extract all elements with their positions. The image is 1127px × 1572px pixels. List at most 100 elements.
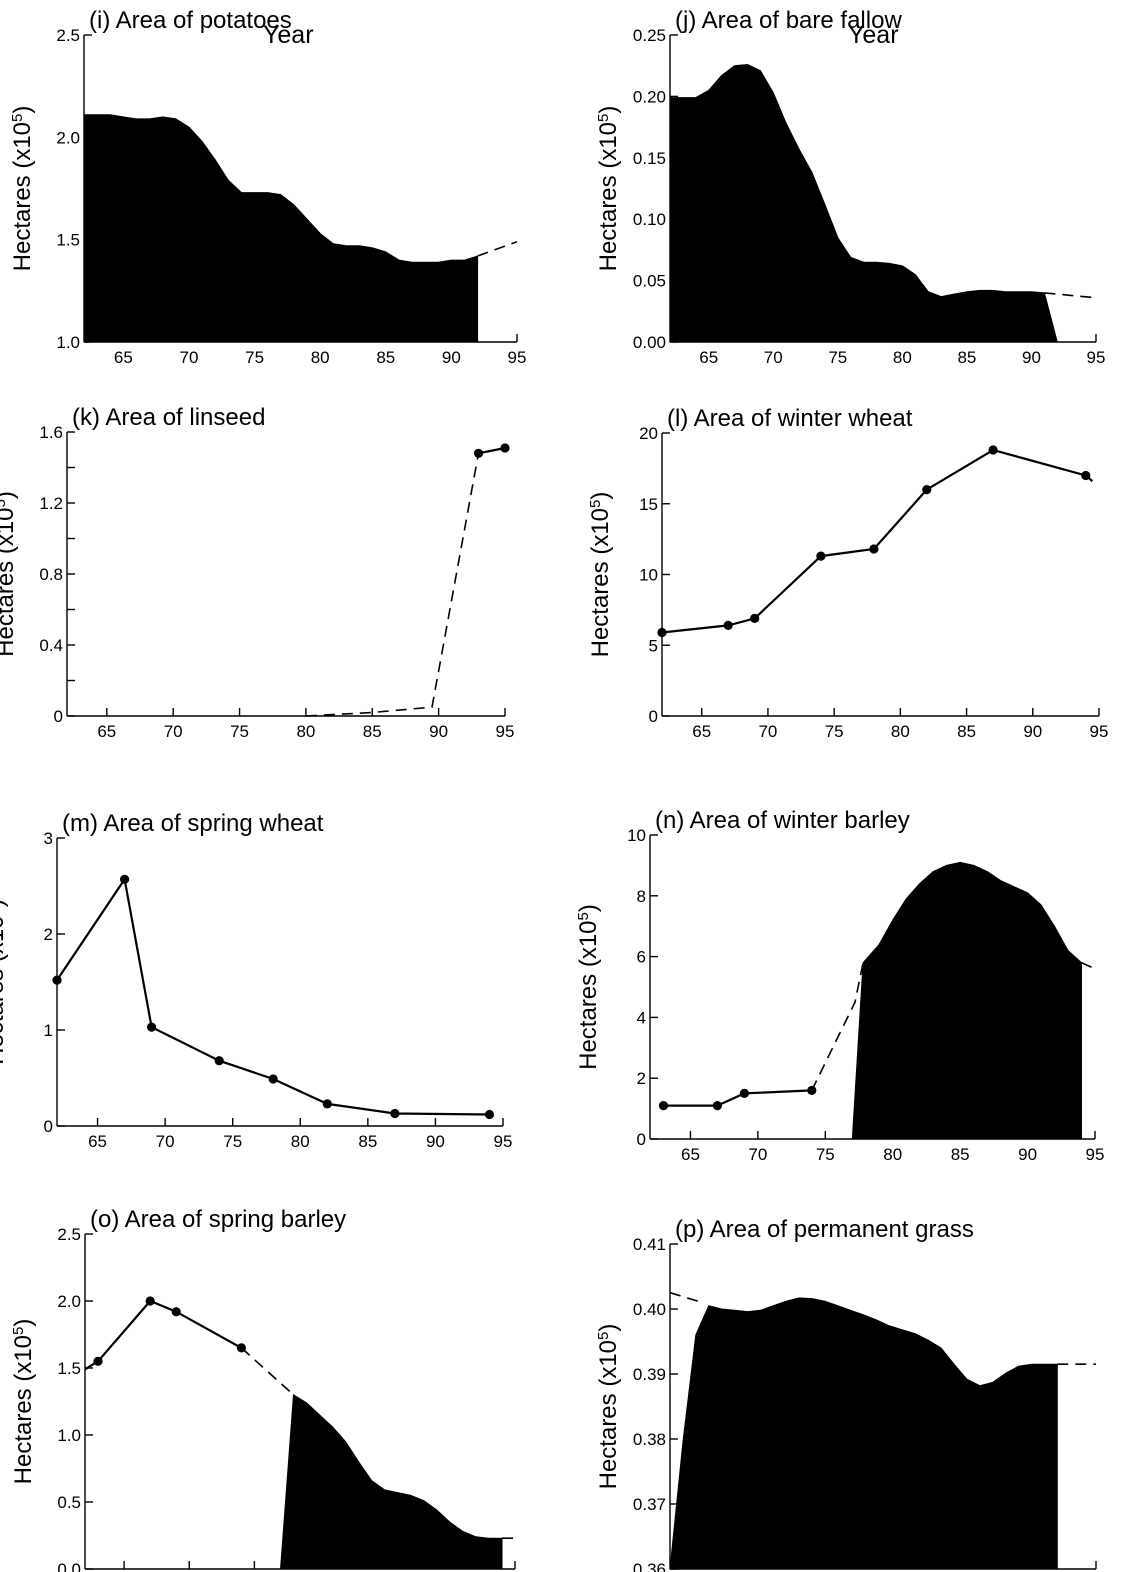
panel-title-i: (i) Area of potatoes (89, 7, 292, 34)
x-tick-label-l-1: 70 (758, 722, 777, 741)
x-tick-label-l-6: 95 (1090, 722, 1109, 741)
chart-panel-k: 0 0.4 0.8 1.2 1.6 65 70 75 80 85 90 95 (k) Area of l… (0, 404, 514, 741)
y-tick-label-i-3: 2.5 (56, 26, 80, 45)
y-tick-label-o-5: 2.5 (57, 1225, 81, 1244)
y-tick-label-o-0: 0.0 (57, 1560, 81, 1572)
dashed-line-k (305, 453, 480, 717)
data-point-o-1 (93, 1356, 103, 1366)
data-point-m-7 (484, 1109, 495, 1120)
y-tick-label-j-3: 0.15 (633, 149, 666, 168)
data-point-k-1 (500, 443, 510, 453)
x-tick-label-j-3: 80 (893, 348, 912, 367)
series-line-o (84, 1299, 242, 1371)
series-line-n (663, 1089, 812, 1107)
x-tick-label-i-1: 70 (180, 348, 199, 367)
data-point-n-0 (658, 1101, 669, 1111)
y-tick-label-p-2: 0.38 (633, 1430, 666, 1449)
chart-panel-l: 0 5 10 15 20 65 70 75 80 85 90 95 (l) Area of winter… (587, 405, 1109, 741)
data-point-o-3 (171, 1307, 181, 1317)
data-point-l-7 (1081, 470, 1091, 481)
data-point-o-4 (236, 1343, 246, 1353)
y-tick-label-l-0: 0 (649, 707, 658, 726)
y-tick-label-o-4: 2.0 (57, 1292, 81, 1311)
panel-title-j: (j) Area of bare fallow (675, 7, 902, 34)
data-point-m-1 (120, 874, 130, 884)
chart-panel-n: 0 2 4 6 8 10 65 70 75 80 85 90 95 (n) Area of winter … (575, 807, 1105, 1164)
y-tick-label-m-1: 1 (44, 1021, 53, 1040)
y-tick-label-p-1: 0.37 (633, 1495, 666, 1514)
x-tick-label-n-2: 75 (816, 1145, 835, 1164)
x-tick-label-m-4: 85 (358, 1132, 377, 1151)
y-axis-label-k: Hectares (x105) (0, 491, 19, 657)
y-axis-label-m: Hectares (x105) (0, 899, 9, 1065)
panel-title-o: (o) Area of spring barley (90, 1206, 346, 1233)
x-tick-label-n-6: 95 (1086, 1145, 1105, 1164)
x-tick-label-j-6: 95 (1087, 348, 1106, 367)
data-point-l-5 (922, 485, 932, 495)
y-axis-label-p: Hectares (x105) (595, 1324, 623, 1490)
dashed-line-o (240, 1347, 295, 1396)
chart-panel-i: 1.0 1.5 2.0 2.5 65 70 75 80 85 90 95 (i) Area of po… (9, 7, 527, 367)
x-tick-label-m-1: 70 (156, 1132, 175, 1151)
x-tick-label-i-3: 80 (311, 348, 330, 367)
data-point-l-4 (869, 544, 879, 554)
y-axis-label-i: Hectares (x105) (9, 106, 37, 272)
x-tick-label-k-0: 65 (97, 722, 116, 741)
x-tick-label-l-5: 90 (1023, 722, 1042, 741)
x-tick-label-k-4: 85 (363, 722, 382, 741)
y-tick-label-i-0: 1.0 (56, 333, 80, 352)
y-tick-label-p-0: 0.36 (633, 1560, 666, 1572)
x-tick-label-k-1: 70 (164, 722, 183, 741)
y-tick-label-j-2: 0.10 (633, 210, 666, 229)
x-tick-label-i-5: 90 (442, 348, 461, 367)
x-tick-label-m-3: 80 (291, 1132, 310, 1151)
data-point-l-3 (816, 551, 826, 561)
data-point-k-0 (473, 448, 484, 458)
y-tick-label-m-3: 3 (44, 829, 53, 848)
y-tick-label-m-2: 2 (44, 925, 53, 944)
stray-year-label-right: Year (848, 21, 899, 49)
chart-panel-p: 0.360.370.380.390.400.4165707580859095(p… (595, 1216, 1097, 1572)
x-tick-label-n-0: 65 (681, 1145, 700, 1164)
x-tick-label-l-2: 75 (825, 722, 844, 741)
data-point-m-3 (214, 1056, 224, 1066)
x-tick-label-i-2: 75 (245, 348, 264, 367)
panel-title-m: (m) Area of spring wheat (62, 810, 324, 837)
y-tick-label-k-1: 0.4 (39, 636, 63, 655)
y-tick-label-n-2: 4 (637, 1008, 646, 1027)
panel-title-k: (k) Area of linseed (72, 404, 265, 431)
x-tick-label-k-2: 75 (230, 722, 249, 741)
x-tick-label-j-1: 70 (764, 348, 783, 367)
x-tick-label-l-4: 85 (957, 722, 976, 741)
dashed-line-i (477, 240, 518, 257)
y-axis-label-o: Hectares (x105) (10, 1319, 38, 1485)
y-tick-label-p-3: 0.39 (633, 1365, 666, 1384)
dashed-line-n (811, 962, 864, 1091)
x-tick-label-i-4: 85 (376, 348, 395, 367)
y-axis-label-l: Hectares (x105) (587, 492, 615, 658)
chart-panel-m: 0 1 2 3 65 70 75 80 85 90 95 (m) Area of spring whe… (0, 810, 512, 1151)
y-tick-label-p-5: 0.41 (633, 1235, 666, 1254)
series-line-l (661, 448, 1094, 634)
y-tick-label-k-4: 1.6 (39, 423, 63, 442)
y-tick-label-l-1: 5 (649, 636, 658, 655)
x-tick-label-i-6: 95 (508, 348, 527, 367)
x-tick-label-j-0: 65 (699, 348, 718, 367)
data-point-m-6 (390, 1108, 400, 1119)
dashed-line-p (669, 1291, 703, 1304)
dashed-tail-n (1081, 961, 1096, 970)
data-point-n-1 (712, 1101, 723, 1111)
x-tick-label-n-4: 85 (951, 1145, 970, 1164)
y-tick-label-n-5: 10 (627, 826, 646, 845)
y-tick-label-n-4: 8 (637, 887, 646, 906)
data-point-m-5 (322, 1099, 332, 1109)
x-tick-label-k-3: 80 (296, 722, 315, 741)
x-tick-label-m-0: 65 (88, 1132, 107, 1151)
area-fill-n (851, 861, 1082, 1140)
y-tick-label-n-3: 6 (637, 948, 646, 967)
y-tick-label-l-4: 20 (639, 424, 658, 443)
area-fill-j (669, 63, 1058, 343)
y-tick-label-n-1: 2 (637, 1069, 646, 1088)
y-tick-label-m-0: 0 (44, 1117, 53, 1136)
